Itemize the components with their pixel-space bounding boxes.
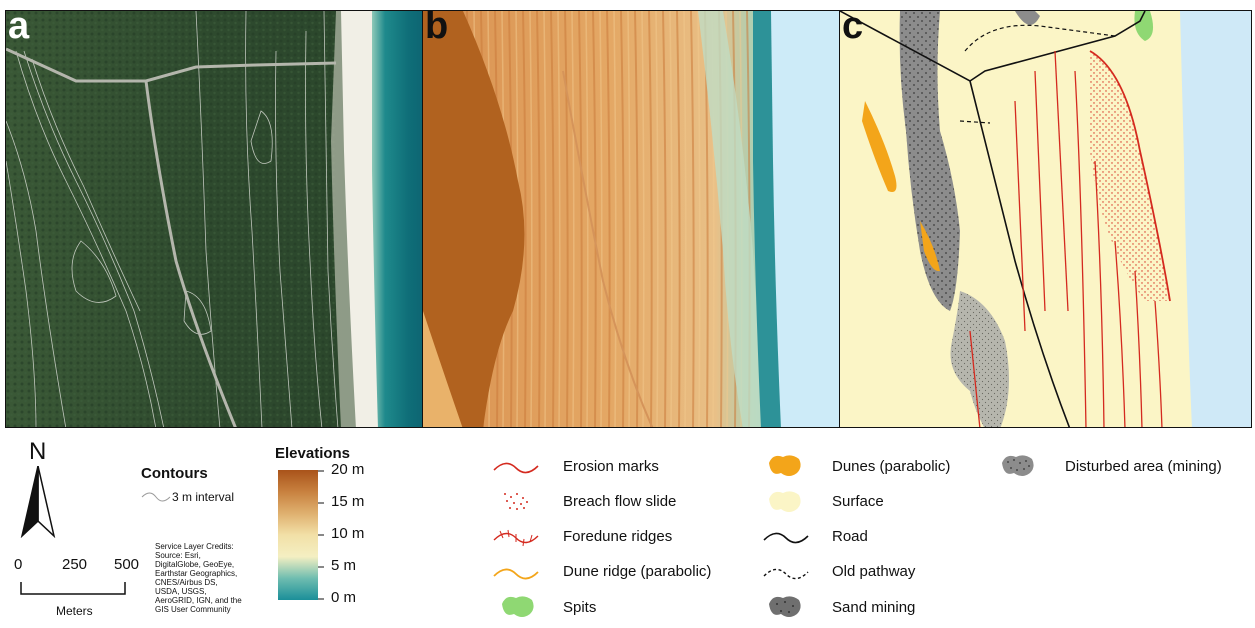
- shoreline: [753, 11, 785, 427]
- elevation-tick-marks: [318, 470, 324, 600]
- map-legend: N 0 250 500 Meters Contours 3 m interval…: [0, 432, 1255, 628]
- ocean: [372, 11, 422, 427]
- breach-flow-slide-icon: [504, 493, 528, 510]
- mining-patch: [1015, 11, 1040, 25]
- north-label: N: [29, 438, 47, 465]
- beach: [341, 11, 382, 427]
- legend-dune-ridge: Dune ridge (parabolic): [563, 563, 712, 580]
- elevations-title: Elevations: [275, 445, 351, 462]
- legend-breach-flow-slide: Breach flow slide: [563, 493, 677, 510]
- panel-label: a: [8, 10, 30, 47]
- legend-surface: Surface: [832, 493, 884, 510]
- panel-a-satellite: a: [5, 10, 423, 428]
- elevation-tick: 10 m: [331, 525, 365, 542]
- panel-b-elevation: b: [422, 10, 840, 428]
- spits-icon: [502, 596, 534, 617]
- surface-icon: [769, 491, 801, 512]
- elevation-tick: 15 m: [331, 493, 365, 510]
- scale-unit: Meters: [56, 604, 93, 618]
- old-pathway-2: [959, 120, 991, 124]
- panel-c-geomorphology: c: [839, 10, 1252, 428]
- legend-spits: Spits: [563, 599, 597, 616]
- old-pathway-icon: [763, 568, 809, 580]
- legend-erosion-marks: Erosion marks: [563, 458, 659, 475]
- disturbed-area-icon: [1002, 455, 1034, 476]
- elevation-color-ramp: [278, 470, 318, 600]
- scale-tick-500: 500: [114, 556, 140, 573]
- road-south: [144, 80, 237, 427]
- legend-road: Road: [832, 528, 868, 545]
- dunes-parabolic-icon: [769, 455, 801, 476]
- high-dune: [423, 11, 525, 427]
- sand-mining-area: [899, 11, 960, 311]
- satellite-map: [6, 11, 422, 427]
- parabolic-dune-1: [862, 101, 897, 192]
- elevation-tick: 20 m: [331, 461, 365, 478]
- parabolic-dune-2: [920, 221, 940, 272]
- legend-disturbed-area: Disturbed area (mining): [1065, 458, 1222, 475]
- contour-line-icon: [141, 492, 171, 502]
- water: [771, 11, 839, 427]
- road-north: [840, 11, 1146, 82]
- credit-line: GIS User Community: [155, 605, 231, 614]
- credit-line: Earthstar Geographics,: [155, 569, 238, 578]
- erosion-mark: [1089, 50, 1171, 302]
- elevation-tick: 0 m: [331, 589, 357, 606]
- old-pathway: [964, 24, 1116, 52]
- legend-foredune-ridges: Foredune ridges: [563, 528, 673, 545]
- spit-area: [1134, 11, 1154, 41]
- dune-ridge-icon: [493, 568, 539, 580]
- road-icon: [763, 532, 809, 544]
- service-credits: Service Layer Credits: Source: Esri, Dig…: [155, 542, 270, 614]
- scale-bar-icon: [20, 582, 126, 595]
- credit-line: AeroGRID, IGN, and the: [155, 596, 242, 605]
- legend-old-pathway: Old pathway: [832, 563, 916, 580]
- foredune-ridges: [969, 50, 1163, 427]
- road-main: [969, 80, 1071, 427]
- road-cut: [562, 70, 654, 427]
- erosion-marks-icon: [493, 462, 539, 474]
- credit-line: Source: Esri,: [155, 551, 201, 560]
- contours-title: Contours: [141, 465, 208, 482]
- interdune-lowland: [698, 11, 768, 427]
- geomorphology-map: [840, 11, 1251, 427]
- credit-line: CNES/Airbus DS,: [155, 578, 218, 587]
- disturbed-area: [950, 291, 1009, 427]
- scale-tick-0: 0: [14, 556, 23, 573]
- legend-sand-mining: Sand mining: [832, 599, 916, 616]
- western-slope: [423, 311, 463, 427]
- sand-mining-icon: [769, 596, 801, 617]
- credit-line: DigitalGlobe, GeoEye,: [155, 560, 235, 569]
- road-east: [6, 47, 337, 83]
- contours-interval: 3 m interval: [172, 490, 235, 504]
- forest-texture: [6, 11, 336, 427]
- panel-label: c: [842, 10, 864, 47]
- credit-line: USDA, USGS,: [155, 587, 207, 596]
- panel-label: b: [425, 10, 449, 47]
- contour-lines: [6, 11, 339, 427]
- north-arrow-icon: [20, 466, 56, 538]
- elevation-tick: 5 m: [331, 557, 357, 574]
- credit-line: Service Layer Credits:: [155, 542, 234, 551]
- sea: [1180, 11, 1251, 427]
- breach-flow-slide: [1090, 51, 1170, 301]
- foredune-ridges-icon: [493, 529, 539, 547]
- elevation-map: [423, 11, 839, 427]
- scale-tick-250: 250: [62, 556, 88, 573]
- legend-dunes-parabolic: Dunes (parabolic): [832, 458, 951, 475]
